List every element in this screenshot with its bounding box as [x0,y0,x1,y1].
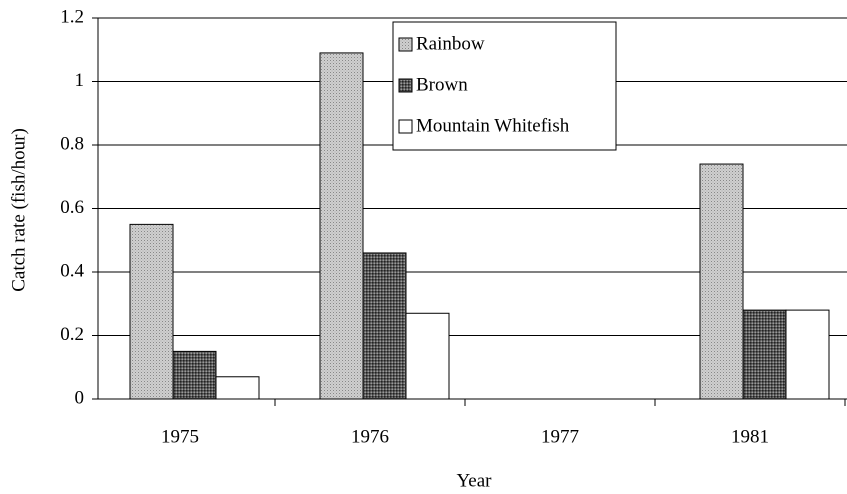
y-tick-label: 0.4 [60,260,84,281]
bar [215,376,260,400]
legend-label: Mountain Whitefish [416,115,570,136]
x-tick-label: 1976 [351,426,389,447]
bar [362,252,407,400]
legend-texture [400,80,411,91]
legend-swatch [398,119,413,134]
bar [742,309,787,400]
bar [129,223,174,400]
bar [172,350,217,400]
y-tick-label: 0.2 [60,324,84,345]
x-axis-label: Year [456,470,492,491]
x-tick-label: 1981 [731,426,769,447]
y-tick-label: 1 [75,70,85,91]
y-tick-label: 1.2 [60,6,84,27]
y-axis-label: Catch rate (fish/hour) [8,128,29,292]
y-tick-label: 0.8 [60,133,84,154]
bar [785,309,830,400]
x-tick-label: 1975 [161,426,199,447]
y-tick-label: 0.6 [60,197,84,218]
y-tick-label: 0 [75,387,85,408]
legend-label: Brown [416,74,468,95]
legend-label: Rainbow [416,33,485,54]
bar [405,312,450,400]
bar [699,163,744,400]
legend-box [392,21,617,151]
bar [319,52,364,400]
legend-texture [400,39,411,50]
x-tick-label: 1977 [541,426,579,447]
